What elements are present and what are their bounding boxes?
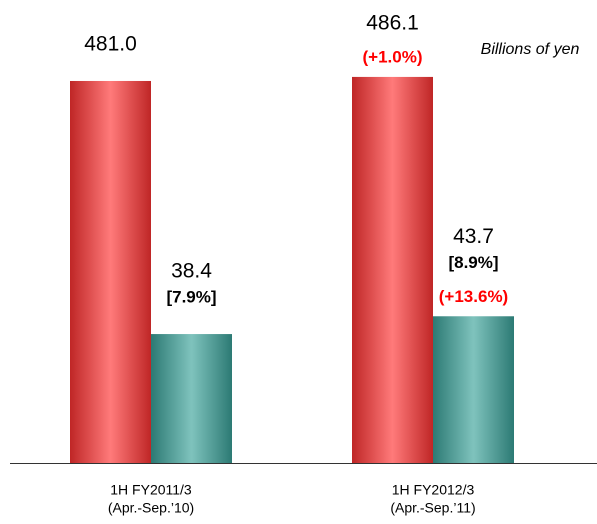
x-tick-label: 1H FY2011/3 xyxy=(110,482,192,498)
bar xyxy=(433,316,514,463)
change-label: (+1.0%) xyxy=(363,47,423,66)
x-tick-label: 1H FY2012/3 xyxy=(392,482,475,498)
value-label: 38.4 xyxy=(171,260,212,283)
change-label: (+13.6%) xyxy=(439,287,508,306)
bar xyxy=(70,80,151,463)
value-label: 486.1 xyxy=(366,11,419,34)
x-tick-label: (Apr.-Sep.’10) xyxy=(108,500,194,516)
unit-label: Billions of yen xyxy=(481,41,580,58)
x-tick-label: (Apr.-Sep.’11) xyxy=(390,500,475,516)
bar xyxy=(352,76,433,463)
ratio-label: [7.9%] xyxy=(166,288,216,307)
ratio-label: [8.9%] xyxy=(448,253,498,272)
value-label: 481.0 xyxy=(84,33,137,56)
bar xyxy=(151,334,232,463)
value-label: 43.7 xyxy=(453,225,494,248)
